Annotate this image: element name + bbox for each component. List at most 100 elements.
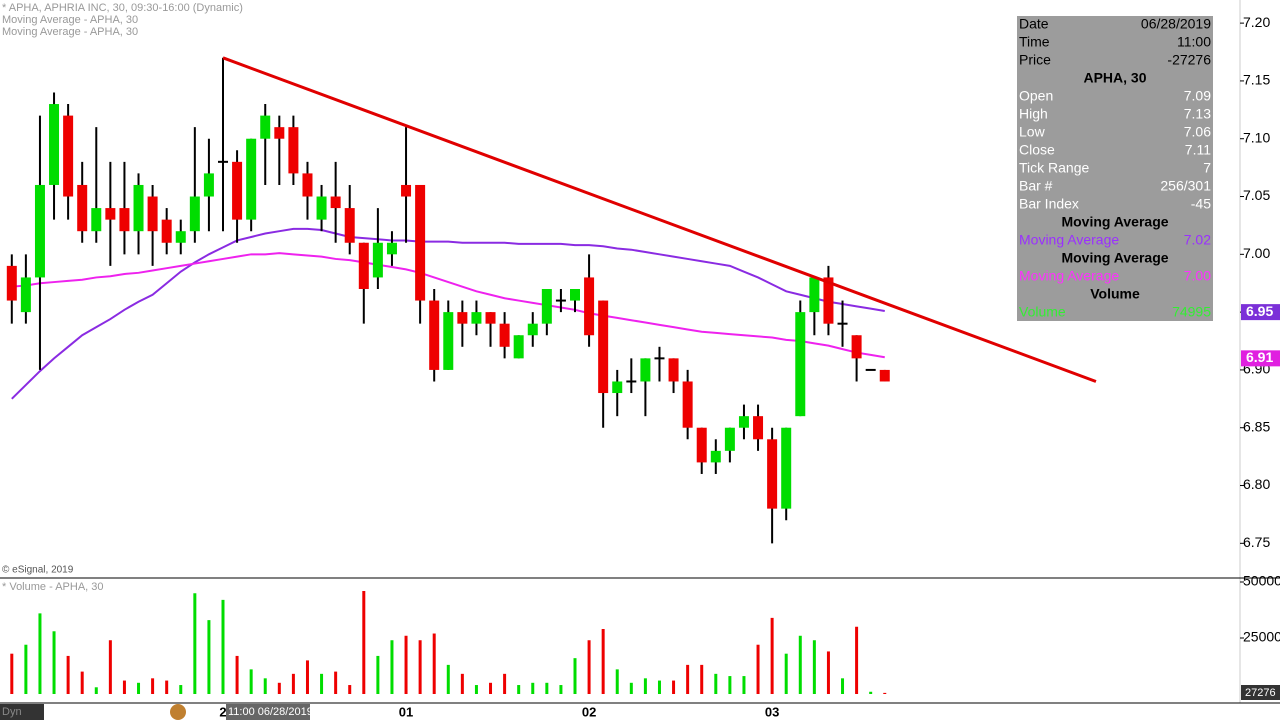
candle-body (710, 450, 721, 463)
price-badge (1241, 304, 1280, 321)
y-tick-label: 50000 (1243, 573, 1280, 589)
cursor-label-bg (226, 704, 310, 720)
info-value: 11:00 (1177, 34, 1211, 50)
candle-body (386, 242, 397, 255)
candle-body (91, 208, 102, 232)
info-label: Tick Range (1019, 160, 1090, 176)
info-value: 7 (1203, 160, 1211, 176)
info-panel-bg (1017, 16, 1213, 321)
candle-body (6, 265, 17, 301)
info-panel: Date 06/28/2019 Time 11:00 Price -27276 APHA, … (1017, 16, 1213, 321)
mode-label[interactable]: Dyn (2, 706, 22, 718)
legend-entry: Moving Average - APHA, 30 (2, 26, 138, 38)
candle-body (527, 323, 538, 336)
candle-body (471, 312, 482, 324)
candle-body (119, 208, 130, 232)
candle-body (682, 381, 693, 428)
legend-entry: Moving Average - APHA, 30 (2, 14, 138, 26)
info-value: 256/301 (1160, 178, 1211, 194)
info-label: Moving Average (1019, 232, 1119, 248)
info-label: Price (1019, 52, 1051, 68)
moving-average-line (11, 252, 885, 359)
copyright: © eSignal, 2019 (2, 565, 74, 576)
candle-body (49, 104, 60, 185)
candle-body (175, 231, 186, 243)
x-tick-label: 01 (399, 704, 413, 719)
candle-body (640, 358, 651, 382)
candle-body (696, 427, 707, 463)
x-tick-label: 03 (765, 704, 779, 719)
candle-body (823, 277, 834, 324)
candle-body (344, 208, 355, 243)
candle-body (415, 184, 426, 301)
candle-body (584, 277, 595, 336)
cursor-label: 11:00 06/28/2019 (228, 706, 313, 718)
y-tick-label: 7.20 (1243, 14, 1270, 30)
candle-body (879, 369, 890, 382)
info-value: 7.09 (1184, 88, 1211, 104)
info-label: Open (1019, 88, 1053, 104)
info-label: Date (1019, 16, 1049, 32)
candle-body (133, 184, 144, 232)
y-tick-label: 25000 (1243, 629, 1280, 645)
info-value: -45 (1191, 196, 1211, 212)
candle-body (302, 173, 313, 197)
info-heading: Moving Average (1061, 214, 1168, 230)
info-value: 74995 (1172, 304, 1211, 320)
candle-body (316, 196, 327, 220)
info-heading: APHA, 30 (1083, 70, 1146, 86)
info-heading: Moving Average (1061, 250, 1168, 266)
candle-body (330, 196, 341, 209)
candle-body (274, 127, 285, 139)
x-tick-label: 2 (219, 704, 226, 719)
candle-body (513, 335, 524, 359)
price-badge-label: 6.91 (1246, 349, 1273, 365)
trendline (222, 56, 1097, 383)
candle-body (795, 312, 806, 417)
candle-body (612, 381, 623, 394)
x-axis-strip (0, 703, 1280, 720)
y-tick-label: 7.10 (1243, 129, 1270, 145)
candle-body (203, 173, 214, 197)
cursor-marker (170, 704, 186, 720)
volume-title: * Volume - APHA, 30 (2, 581, 104, 593)
volume-badge (1241, 685, 1280, 700)
price-badge (1241, 350, 1280, 367)
info-label: Bar Index (1019, 196, 1079, 212)
info-label: Close (1019, 142, 1055, 158)
info-label: High (1019, 106, 1048, 122)
info-value: 7.13 (1184, 106, 1211, 122)
candle-body (738, 416, 749, 428)
chart-title: * APHA, APHRIA INC, 30, 09:30-16:00 (Dyn… (2, 2, 243, 14)
y-tick-label: 6.75 (1243, 534, 1270, 550)
candle-body (668, 358, 679, 382)
candle-body (485, 312, 496, 324)
y-tick-label: 6.80 (1243, 476, 1270, 492)
candle-body (260, 115, 271, 139)
candle-body (161, 219, 172, 243)
candle-body (105, 208, 116, 220)
info-label: Volume (1019, 304, 1066, 320)
info-label: Bar # (1019, 178, 1053, 194)
volume-badge-label: 27276 (1245, 687, 1276, 699)
info-label: Time (1019, 34, 1050, 50)
candle-body (541, 289, 552, 324)
candle-body (189, 196, 200, 232)
info-label: Moving Average (1019, 268, 1119, 284)
candle-body (598, 300, 609, 394)
candle-body (429, 300, 440, 370)
candle-body (358, 242, 369, 289)
info-value: 7.00 (1184, 268, 1211, 284)
candle-body (232, 161, 243, 220)
info-value: 7.06 (1184, 124, 1211, 140)
mode-box[interactable] (0, 704, 44, 720)
info-value: 7.02 (1184, 232, 1211, 248)
info-value: 06/28/2019 (1141, 16, 1211, 32)
candle-body (753, 416, 764, 440)
y-tick-label: 7.00 (1243, 245, 1270, 261)
candle-body (457, 312, 468, 324)
y-tick-label: 7.05 (1243, 187, 1270, 203)
info-value: -27276 (1167, 52, 1211, 68)
info-label: Low (1019, 124, 1046, 140)
